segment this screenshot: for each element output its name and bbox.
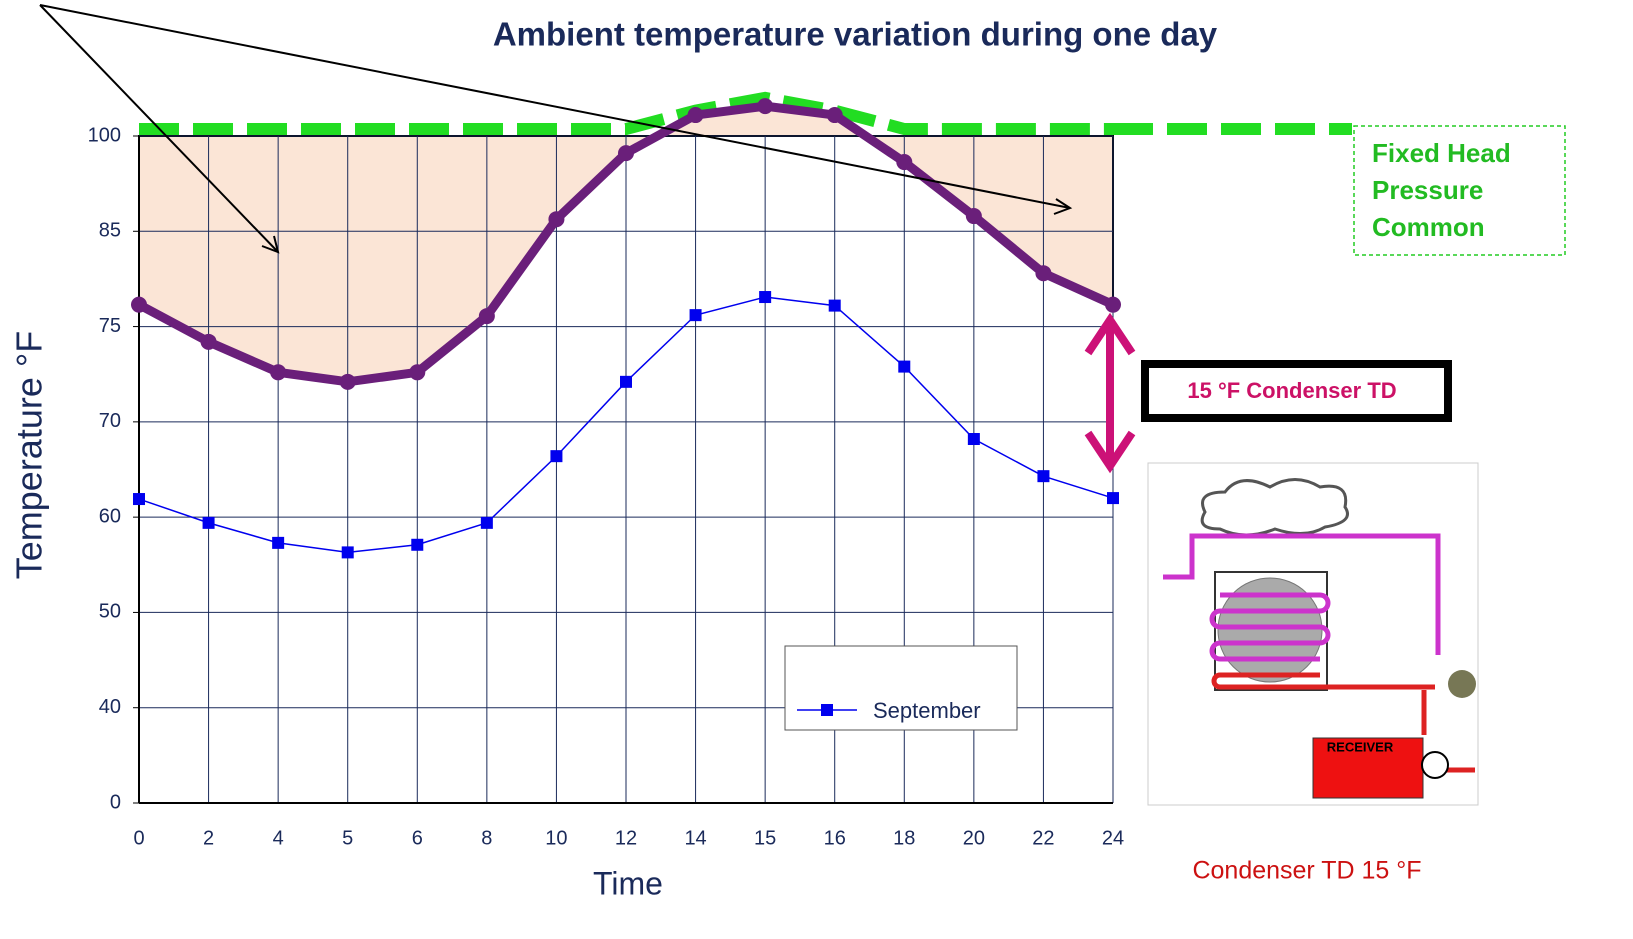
x-tick-label: 20	[963, 827, 985, 849]
marker	[133, 493, 145, 506]
x-tick-label: 14	[684, 827, 706, 849]
marker	[478, 308, 495, 325]
marker	[480, 516, 493, 529]
marker	[131, 296, 147, 313]
marker	[618, 145, 634, 162]
y-tick-label: 50	[99, 601, 121, 623]
marker	[967, 433, 980, 446]
marker	[896, 154, 913, 171]
y-axis-label: Temperature °F	[9, 331, 50, 579]
marker	[757, 98, 774, 115]
marker	[1107, 492, 1119, 505]
marker	[898, 360, 911, 373]
marker	[200, 333, 217, 350]
x-tick-label: 16	[824, 827, 846, 849]
marker	[548, 211, 565, 228]
x-tick-label: 6	[412, 827, 423, 849]
y-tick-label: 60	[99, 505, 121, 527]
marker	[270, 364, 287, 381]
marker	[1037, 470, 1050, 483]
marker	[1035, 265, 1052, 282]
x-tick-label: 24	[1102, 827, 1124, 849]
x-tick-label: 5	[342, 827, 353, 849]
marker	[828, 299, 841, 312]
marker	[759, 291, 772, 304]
fixed-head-line: Common	[1372, 212, 1485, 242]
marker	[272, 536, 285, 549]
x-tick-label: 15	[754, 827, 776, 849]
fixed-head-line: Fixed Head	[1372, 138, 1511, 168]
x-tick-label: 8	[481, 827, 492, 849]
arrows	[39, 4, 1073, 254]
series-line	[139, 91, 1113, 136]
x-tick-label: 2	[203, 827, 214, 849]
receiver-label: RECEIVER	[1327, 739, 1394, 754]
td-box-text: 15 °F Condenser TD	[1187, 378, 1396, 403]
x-tick-label: 10	[545, 827, 567, 849]
legend-label: September	[873, 698, 981, 723]
marker	[687, 107, 704, 124]
fixed-head-text: Fixed Head Pressure Common	[1372, 138, 1511, 242]
td-caption: Condenser TD 15 °F	[1192, 857, 1421, 885]
x-tick-label: 0	[133, 827, 144, 849]
x-tick-label: 22	[1032, 827, 1054, 849]
x-tick-label: 18	[893, 827, 915, 849]
y-tick-label: 100	[88, 124, 121, 146]
marker	[202, 516, 215, 529]
x-tick-label: 4	[273, 827, 284, 849]
y-tick-label: 0	[110, 791, 121, 813]
marker	[826, 107, 843, 124]
td-box	[1141, 360, 1452, 422]
marker	[339, 373, 356, 390]
fixed-head-line: Pressure	[1372, 175, 1483, 205]
x-axis-label: Time	[593, 865, 663, 901]
marker	[1105, 296, 1121, 313]
marker	[965, 208, 982, 225]
marker	[689, 309, 702, 322]
marker	[550, 450, 563, 463]
marker	[620, 375, 632, 388]
y-tick-label: 40	[99, 696, 121, 718]
y-tick-label: 70	[99, 410, 121, 432]
y-tick-label: 75	[99, 315, 121, 337]
x-tick-label: 12	[615, 827, 637, 849]
condenser-illustration: RECEIVER	[1147, 462, 1479, 806]
marker	[409, 364, 426, 381]
td-arrow	[1084, 312, 1136, 474]
y-tick-label: 85	[99, 220, 121, 242]
fixed-head-box	[1353, 125, 1566, 256]
marker	[341, 546, 354, 559]
marker	[411, 538, 424, 551]
legend-marker	[821, 704, 833, 716]
chart-title: Ambient temperature variation during one…	[493, 16, 1218, 53]
